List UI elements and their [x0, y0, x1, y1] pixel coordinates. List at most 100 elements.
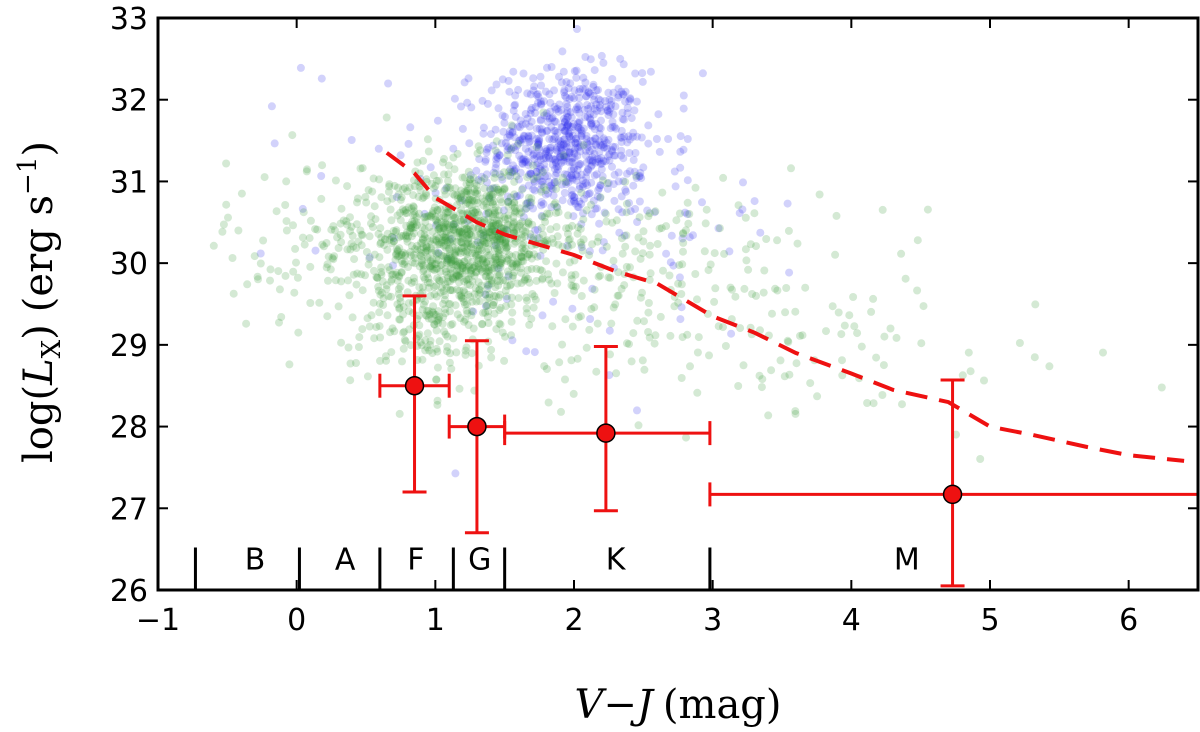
scatter-point [457, 244, 466, 253]
scatter-point [570, 256, 579, 265]
scatter-point [488, 192, 497, 201]
scatter-point [872, 353, 881, 362]
scatter-point [568, 175, 577, 184]
scatter-point [498, 328, 507, 337]
scatter-point [588, 152, 597, 161]
scatter-point [596, 181, 605, 190]
scatter-point [518, 217, 527, 226]
scatter-point [798, 331, 807, 340]
scatter-point [298, 204, 307, 213]
scatter-point [464, 290, 473, 299]
scatter-point [394, 290, 403, 298]
scatter-point [655, 147, 664, 156]
scatter-point [579, 180, 587, 189]
scatter-point [550, 102, 559, 111]
scatter-point [516, 138, 525, 147]
scatter-point [544, 398, 553, 407]
scatter-point [575, 85, 584, 93]
scatter-point [434, 307, 443, 316]
scatter-point [474, 290, 483, 299]
scatter-point [679, 247, 687, 256]
scatter-point [503, 214, 512, 223]
scatter-point [581, 179, 590, 187]
scatter-point [526, 233, 535, 242]
scatter-point [486, 130, 495, 139]
scatter-point [436, 267, 445, 276]
scatter-point [424, 274, 433, 283]
scatter-point [644, 299, 653, 307]
scatter-point [693, 295, 701, 304]
scatter-point [373, 273, 382, 282]
scatter-point [498, 187, 507, 196]
scatter-point [527, 104, 536, 112]
scatter-point [597, 154, 606, 162]
scatter-point [628, 132, 637, 141]
scatter-point [583, 139, 591, 148]
scatter-point [542, 127, 551, 136]
scatter-point [465, 261, 474, 270]
scatter-point [467, 269, 476, 278]
x-axis-label-op: − [603, 682, 637, 728]
scatter-point [412, 213, 421, 222]
scatter-point [575, 118, 584, 127]
scatter-point [550, 178, 559, 186]
scatter-point [494, 281, 503, 290]
spectral-class-label: F [407, 543, 424, 578]
scatter-point [455, 286, 464, 295]
scatter-point [407, 204, 416, 213]
scatter-point [501, 138, 510, 147]
scatter-point [587, 200, 596, 209]
scatter-point [508, 259, 517, 268]
scatter-point [538, 177, 547, 186]
scatter-point [540, 165, 549, 174]
scatter-point [483, 257, 492, 266]
scatter-point [577, 132, 586, 141]
scatter-point [603, 144, 611, 153]
scatter-point [541, 87, 550, 96]
scatter-point [499, 127, 508, 136]
scatter-point [444, 273, 452, 282]
scatter-point [433, 264, 442, 273]
y-axis-label-unit-open: (erg s [16, 195, 62, 312]
scatter-point [431, 247, 440, 255]
scatter-point [387, 292, 396, 301]
scatter-point [604, 152, 613, 161]
scatter-point [901, 274, 910, 283]
scatter-point [464, 184, 473, 193]
scatter-point [502, 236, 510, 245]
scatter-point [472, 205, 481, 214]
scatter-point [436, 205, 445, 214]
scatter-point [543, 209, 552, 218]
scatter-point [569, 120, 578, 129]
scatter-point [423, 246, 432, 255]
scatter-point [490, 309, 499, 318]
scatter-point [472, 181, 481, 190]
scatter-point [506, 171, 515, 180]
scatter-point [568, 154, 577, 162]
scatter-point [831, 250, 840, 259]
scatter-point [443, 347, 451, 356]
scatter-point [519, 226, 527, 235]
scatter-point [644, 121, 653, 130]
scatter-point [632, 174, 641, 182]
scatter-point [459, 216, 468, 224]
scatter-point [491, 203, 500, 212]
scatter-point [357, 230, 366, 239]
scatter-point [638, 77, 647, 86]
scatter-point [464, 74, 473, 83]
scatter-point [466, 195, 475, 204]
scatter-point [502, 294, 511, 303]
scatter-point [549, 191, 558, 200]
scatter-point [404, 263, 412, 271]
scatter-point [387, 239, 396, 248]
scatter-point [550, 126, 559, 135]
scatter-point [576, 224, 585, 233]
scatter-point [485, 193, 494, 202]
scatter-point [611, 143, 620, 151]
scatter-point [596, 193, 605, 202]
scatter-point [509, 213, 518, 222]
scatter-point [512, 259, 520, 268]
scatter-point [305, 234, 314, 243]
scatter-point [546, 146, 555, 155]
scatter-point [441, 305, 450, 314]
